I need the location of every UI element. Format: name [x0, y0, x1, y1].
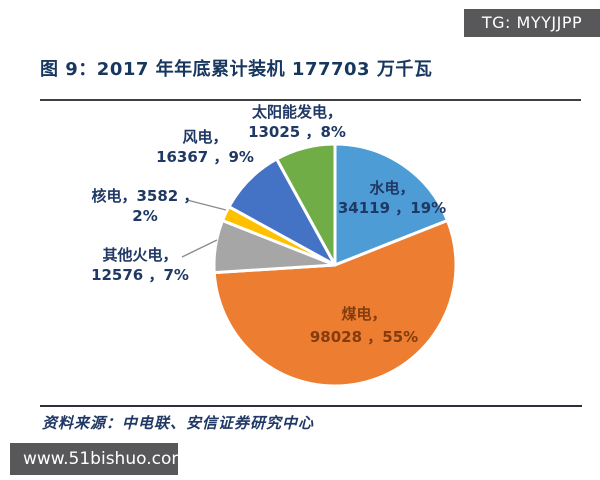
source-note: 资料来源：中电联、安信证券研究中心 [42, 414, 315, 432]
watermark-badge: www.51bishuo.com [10, 443, 188, 475]
pie-label-other-thermal-value: 12576 ，7% [91, 266, 189, 284]
pie-label-hydro-value: 34119 ，19% [337, 199, 447, 217]
pie-label-nuclear: 核电，3582 ， 2% [83, 186, 207, 226]
pie-slice-coal [212, 218, 458, 388]
pie-slices [212, 142, 458, 388]
tg-badge: TG: MYYJJPP [464, 9, 600, 37]
pie-label-wind: 风电， 16367 ，9% [143, 127, 267, 167]
pie-label-other-thermal: 其他火电， 12576 ，7% [78, 245, 202, 285]
pie-label-nuclear-name: 核电，3582 ， [91, 187, 199, 205]
pie-label-coal-name: 煤电， [341, 305, 387, 323]
pie-label-hydro: 水电， 34119 ，19% [330, 178, 454, 218]
pie-slice-hydro [333, 142, 449, 267]
pie-label-solar-name: 太阳能发电， [251, 103, 342, 121]
pie-label-coal: 煤电， 98028 ，55% [298, 303, 430, 349]
pie-label-wind-value: 16367 ，9% [156, 148, 254, 166]
title-divider [40, 99, 581, 101]
pie-label-wind-name: 风电， [182, 128, 228, 146]
pie-label-other-thermal-name: 其他火电， [102, 246, 178, 264]
leader-line-nuclear [186, 199, 227, 211]
source-divider [40, 405, 582, 407]
pie-slice-solar [275, 142, 337, 267]
leader-lines [181, 199, 227, 258]
pie-label-nuclear-value: 2% [132, 207, 158, 225]
pie-label-solar: 太阳能发电， 13025 ，8% [230, 102, 364, 142]
pie-label-solar-value: 13025 ，8% [248, 123, 346, 141]
figure-title: 图 9：2017 年年底累计装机 177703 万千瓦 [40, 59, 433, 80]
pie-label-hydro-name: 水电， [369, 179, 415, 197]
leader-line-other-thermal [181, 239, 218, 258]
pie-label-coal-value: 98028 ，55% [309, 328, 419, 346]
